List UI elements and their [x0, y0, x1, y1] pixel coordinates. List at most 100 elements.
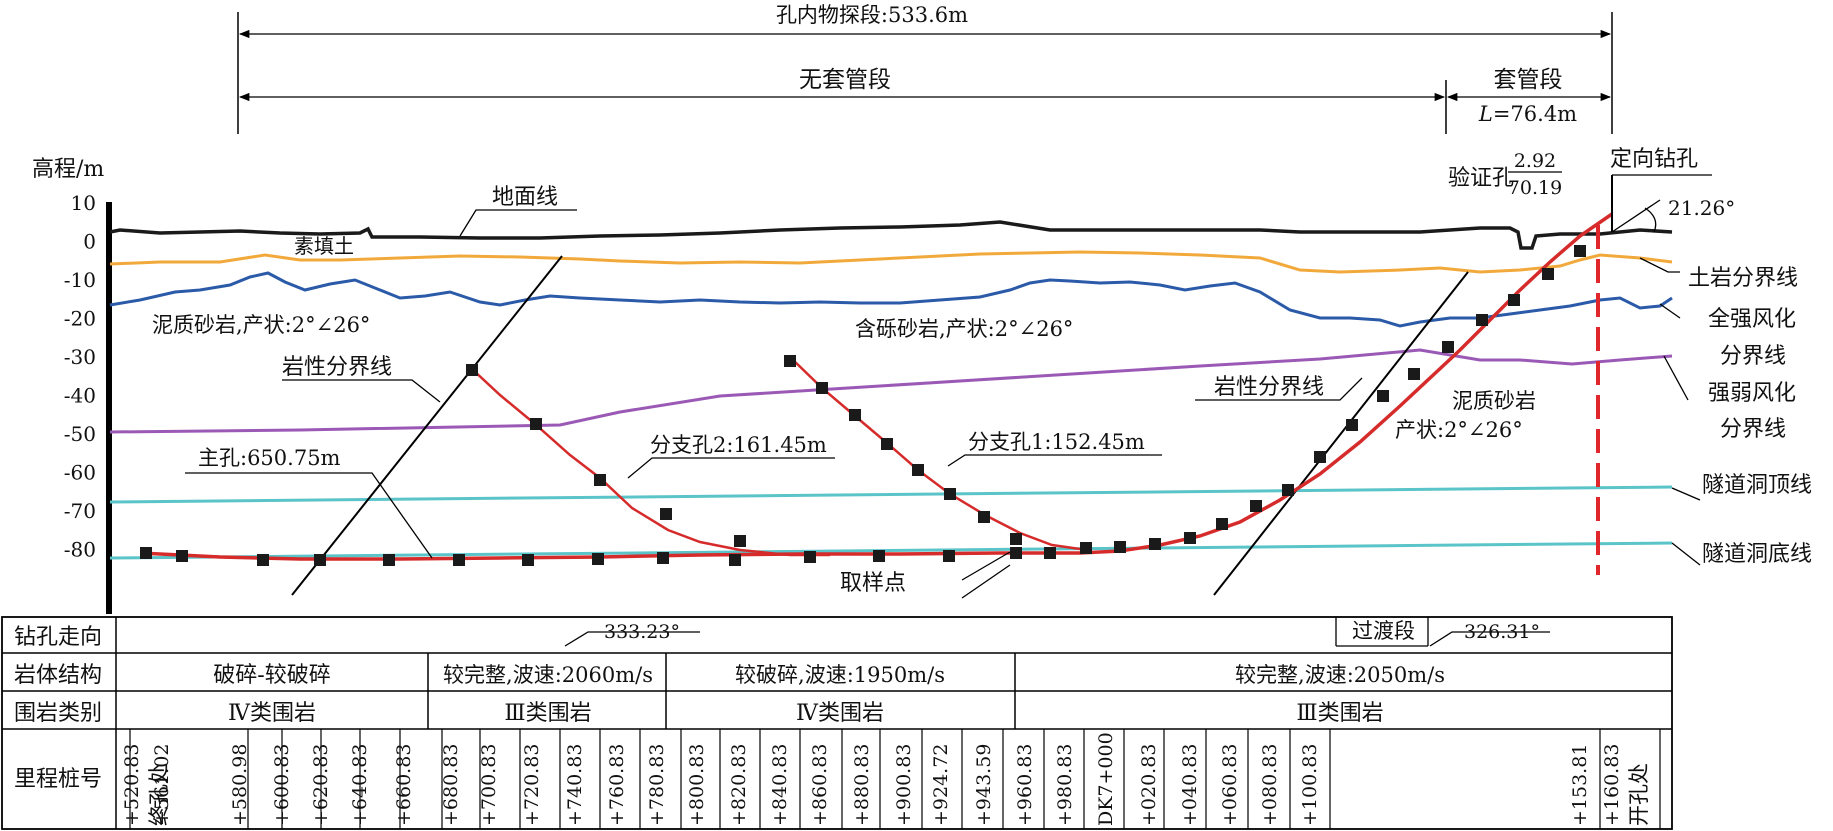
chainage-label: +943.59 — [973, 744, 995, 826]
sample-point-marker — [1574, 245, 1586, 257]
chainage-label: +620.83 — [310, 744, 332, 826]
chainage-label: +520.83 — [121, 744, 143, 826]
chainage-label: +040.83 — [1179, 744, 1201, 826]
sample-point-marker — [314, 554, 326, 566]
sample-point-marker — [1377, 390, 1389, 402]
ground-line-label: 地面线 — [492, 185, 558, 210]
sample-point-marker — [849, 409, 861, 421]
cased-length-label: L=76.4m — [1478, 102, 1577, 126]
tunnel-bottom-line — [109, 541, 1673, 560]
tunnel-top-legend: 隧道洞顶线 — [1702, 473, 1812, 498]
geology-lines — [109, 220, 1673, 596]
row-header-azimuth: 钻孔走向 — [14, 625, 102, 650]
full-weathering-legend-a: 全强风化 — [1708, 307, 1796, 332]
sample-point-marker — [257, 554, 269, 566]
sample-point-marker — [978, 511, 990, 523]
tunnel-top-line — [109, 485, 1673, 504]
row-header-chainage: 里程桩号 — [14, 767, 102, 792]
sample-point-marker — [140, 547, 152, 559]
verify-hole-denominator: 70.19 — [1508, 177, 1562, 199]
chart-labels: 地面线 素填土 验证孔 2.92 70.19 定向钻孔 21.26° 泥质砂岩,… — [152, 147, 1812, 599]
chainage-label: +800.83 — [686, 744, 708, 826]
chainage-label: +153.81 — [1569, 744, 1591, 826]
strong-weak-legend-a: 强弱风化 — [1708, 381, 1796, 406]
gravel-sandstone-label: 含砾砂岩,产状:2°∠26° — [855, 317, 1073, 341]
elevation-axis: 高程/m 10 0 -10 -20 -30 -40 -50 -60 -70 -80 — [32, 157, 112, 614]
sample-point-marker — [1010, 533, 1022, 545]
azimuth-2: 326.31° — [1464, 621, 1540, 643]
chainage-label: +660.83 — [393, 744, 415, 826]
axis-tick-label: 10 — [71, 191, 96, 215]
sample-point-marker — [873, 550, 885, 562]
sample-point-marker — [1346, 419, 1358, 431]
sample-point-marker — [1508, 294, 1520, 306]
sample-point-marker — [734, 535, 746, 547]
structure-4: 较完整,波速:2050m/s — [1235, 663, 1445, 687]
axis-title: 高程/m — [32, 157, 104, 182]
sample-point-marker — [592, 553, 604, 565]
chainage-label: +760.83 — [606, 744, 628, 826]
chainage-label: DK7+000 — [1095, 732, 1117, 826]
chainage-label: +880.83 — [851, 744, 873, 826]
axis-tick-label: -40 — [64, 384, 96, 408]
soil-rock-boundary — [109, 250, 1673, 274]
chainage-label: +561.02 — [151, 744, 173, 826]
sample-point-marker — [453, 554, 465, 566]
chainage-label: +924.72 — [930, 744, 952, 826]
rock-class-4: Ⅲ类围岩 — [1296, 701, 1383, 726]
sample-point-marker — [1282, 484, 1294, 496]
chainage-label: +780.83 — [646, 744, 668, 826]
chainage-label: +960.83 — [1014, 744, 1036, 826]
total-length-label: 孔内物探段:533.6m — [776, 3, 968, 27]
sample-point-marker — [1476, 314, 1488, 326]
chainage-label: +160.83 — [1601, 744, 1623, 826]
sample-point-marker — [660, 508, 672, 520]
sample-point-marker — [881, 438, 893, 450]
cased-label: 套管段 — [1494, 67, 1563, 93]
sample-point-marker — [729, 554, 741, 566]
chainage-label: +980.83 — [1054, 744, 1076, 826]
structure-2: 较完整,波速:2060m/s — [443, 663, 653, 687]
sample-point-marker — [1149, 538, 1161, 550]
sample-point-marker — [1314, 451, 1326, 463]
dimension-lines: 孔内物探段:533.6m 无套管段 套管段 L=76.4m — [237, 3, 1613, 134]
directional-hole-label: 定向钻孔 — [1610, 147, 1698, 172]
info-table: 钻孔走向 岩体结构 围岩类别 里程桩号 333.23° 过渡段 326.31° … — [1, 616, 1673, 830]
strong-weak-legend-b: 分界线 — [1720, 417, 1786, 442]
sample-point-marker — [1442, 341, 1454, 353]
rock-class-3: Ⅳ类围岩 — [796, 701, 884, 726]
cased-length-value: =76.4m — [1493, 102, 1577, 126]
angle-label: 21.26° — [1668, 196, 1735, 220]
axis-tick-label: -10 — [64, 268, 96, 292]
chainage-sub-label: 开孔处 — [1627, 763, 1651, 826]
chainage-label: +700.83 — [478, 744, 500, 826]
verify-hole-numerator: 2.92 — [1514, 150, 1556, 172]
soil-rock-legend: 土岩分界线 — [1688, 266, 1798, 291]
axis-tick-label: 0 — [83, 230, 96, 254]
chainage-label: +840.83 — [769, 744, 791, 826]
sample-point-marker — [1044, 547, 1056, 559]
ground-line — [109, 220, 1673, 250]
sample-point-marker — [594, 474, 606, 486]
sample-point-label: 取样点 — [840, 571, 906, 596]
cased-length-var: L — [1478, 102, 1493, 126]
sample-point-marker — [466, 364, 478, 376]
sample-point-marker — [816, 382, 828, 394]
sample-point-marker — [1184, 532, 1196, 544]
sample-point-marker — [383, 554, 395, 566]
sample-point-marker — [1010, 547, 1022, 559]
verify-hole-label: 验证孔 — [1448, 166, 1514, 191]
branch1-label: 分支孔1:152.45m — [968, 430, 1145, 454]
axis-tick-label: -50 — [64, 422, 96, 446]
chainage-label: +900.83 — [893, 744, 915, 826]
chainage-sub-label: 终孔处 — [147, 763, 171, 826]
lithology-label-left: 岩性分界线 — [282, 355, 392, 380]
mudstone2-label-line2: 产状:2°∠26° — [1395, 418, 1523, 442]
sample-point-marker — [1542, 268, 1554, 280]
chainage-label: +060.83 — [1219, 744, 1241, 826]
axis-tick-label: -70 — [64, 499, 96, 523]
sample-point-marker — [657, 552, 669, 564]
weathering-boundary — [109, 271, 1673, 328]
mudstone-label: 泥质砂岩,产状:2°∠26° — [152, 313, 370, 337]
